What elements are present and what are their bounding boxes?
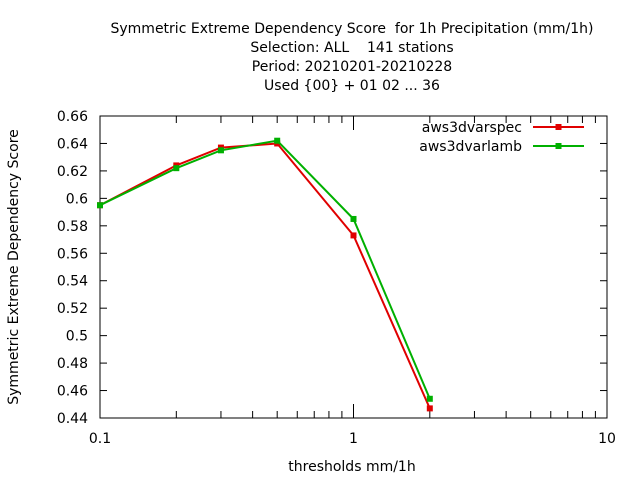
legend-marker-aws3dvarlamb	[555, 143, 562, 149]
data-point-aws3dvarspec	[426, 405, 433, 412]
series-line-aws3dvarspec	[99, 142, 431, 409]
y-tick-label: 0.56	[57, 246, 88, 262]
y-tick-label: 0.64	[57, 136, 88, 152]
y-tick-label: 0.62	[57, 164, 88, 180]
y-tick-label: 0.52	[57, 301, 88, 317]
y-axis-label: Symmetric Extreme Dependency Score	[6, 129, 22, 405]
data-point-aws3dvarlamb	[217, 147, 224, 154]
chart-title: Symmetric Extreme Dependency Score for 1…	[111, 21, 594, 94]
data-point-aws3dvarlamb	[350, 215, 357, 222]
y-tick-label: 0.46	[57, 384, 88, 400]
data-point-aws3dvarlamb	[274, 137, 281, 144]
legend-label-aws3dvarspec: aws3dvarspec	[422, 120, 522, 136]
x-tick-label: 1	[349, 431, 358, 447]
title-line-1: Symmetric Extreme Dependency Score for 1…	[111, 21, 594, 37]
x-axis-label: thresholds mm/1h	[288, 459, 415, 475]
data-point-aws3dvarspec	[350, 232, 357, 239]
y-tick-label: 0.54	[57, 274, 88, 290]
y-tick-label: 0.48	[57, 356, 88, 372]
title-line-3: Period: 20210201-20210228	[252, 59, 452, 75]
x-tick-label: 0.1	[89, 431, 111, 447]
data-point-aws3dvarlamb	[173, 165, 180, 172]
legend-label-aws3dvarlamb: aws3dvarlamb	[419, 139, 522, 155]
series-line-aws3dvarlamb	[99, 139, 431, 400]
plot-frame	[99, 115, 608, 419]
y-tick-label: 0.6	[66, 191, 88, 207]
legend-marker-aws3dvarspec	[555, 124, 562, 130]
data-point-aws3dvarlamb	[426, 395, 433, 402]
y-tick-label: 0.44	[57, 411, 88, 427]
data-point-aws3dvarlamb	[97, 202, 103, 209]
y-tick-label: 0.58	[57, 219, 88, 235]
legend: aws3dvarspec aws3dvarlamb	[419, 120, 584, 155]
title-line-4: Used {00} + 01 02 ... 36	[264, 78, 440, 94]
x-tick-label: 10	[598, 431, 616, 447]
y-tick-label: 0.5	[66, 329, 88, 345]
title-line-2: Selection: ALL 141 stations	[250, 40, 453, 56]
y-tick-label: 0.66	[57, 109, 88, 125]
x-axis-ticks: 0.1 1 10	[89, 116, 616, 447]
data-series	[97, 137, 433, 412]
y-axis-ticks: 0.44 0.46 0.48 0.5 0.52 0.54 0.56 0.58 0.6 0.62 0.…	[57, 109, 607, 427]
